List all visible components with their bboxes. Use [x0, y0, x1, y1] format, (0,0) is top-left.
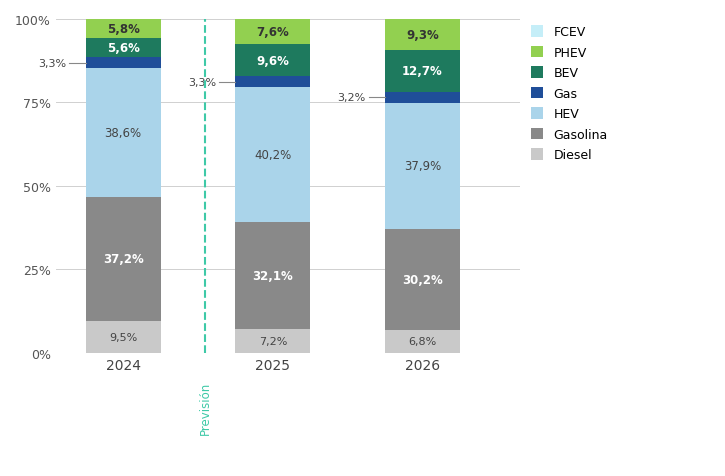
Bar	[236, 45, 310, 77]
Bar	[236, 222, 310, 329]
Text: 5,8%: 5,8%	[107, 23, 139, 36]
Bar	[385, 104, 460, 230]
Text: 30,2%: 30,2%	[402, 274, 443, 287]
Bar	[236, 20, 310, 45]
Text: 9,5%: 9,5%	[109, 332, 137, 342]
Text: 40,2%: 40,2%	[254, 149, 291, 162]
Bar	[86, 69, 160, 198]
Bar	[385, 93, 460, 104]
Text: 7,2%: 7,2%	[259, 336, 287, 346]
Bar	[385, 230, 460, 330]
Bar	[236, 88, 310, 222]
Bar	[385, 330, 460, 353]
Text: 9,6%: 9,6%	[257, 55, 289, 68]
Bar	[236, 329, 310, 353]
Text: 6,8%: 6,8%	[408, 337, 436, 347]
Text: 3,2%: 3,2%	[337, 93, 365, 103]
Bar	[86, 40, 160, 58]
Text: 5,6%: 5,6%	[107, 42, 139, 55]
Legend: FCEV, PHEV, BEV, Gas, HEV, Gasolina, Diesel: FCEV, PHEV, BEV, Gas, HEV, Gasolina, Die…	[531, 26, 608, 162]
Bar	[86, 198, 160, 321]
Text: 9,3%: 9,3%	[406, 29, 439, 41]
Text: 37,9%: 37,9%	[404, 160, 442, 173]
Text: 7,6%: 7,6%	[257, 26, 289, 39]
Bar	[86, 321, 160, 353]
Bar	[385, 50, 460, 93]
Bar	[236, 77, 310, 88]
Bar	[385, 20, 460, 50]
Text: 12,7%: 12,7%	[402, 65, 443, 78]
Text: Previsión: Previsión	[199, 381, 212, 435]
Text: 32,1%: 32,1%	[252, 269, 293, 282]
Text: 3,3%: 3,3%	[38, 59, 66, 69]
Text: 3,3%: 3,3%	[188, 78, 216, 88]
Bar	[86, 58, 160, 69]
Text: 37,2%: 37,2%	[103, 253, 144, 266]
Bar	[86, 20, 160, 40]
Text: 38,6%: 38,6%	[104, 127, 141, 139]
